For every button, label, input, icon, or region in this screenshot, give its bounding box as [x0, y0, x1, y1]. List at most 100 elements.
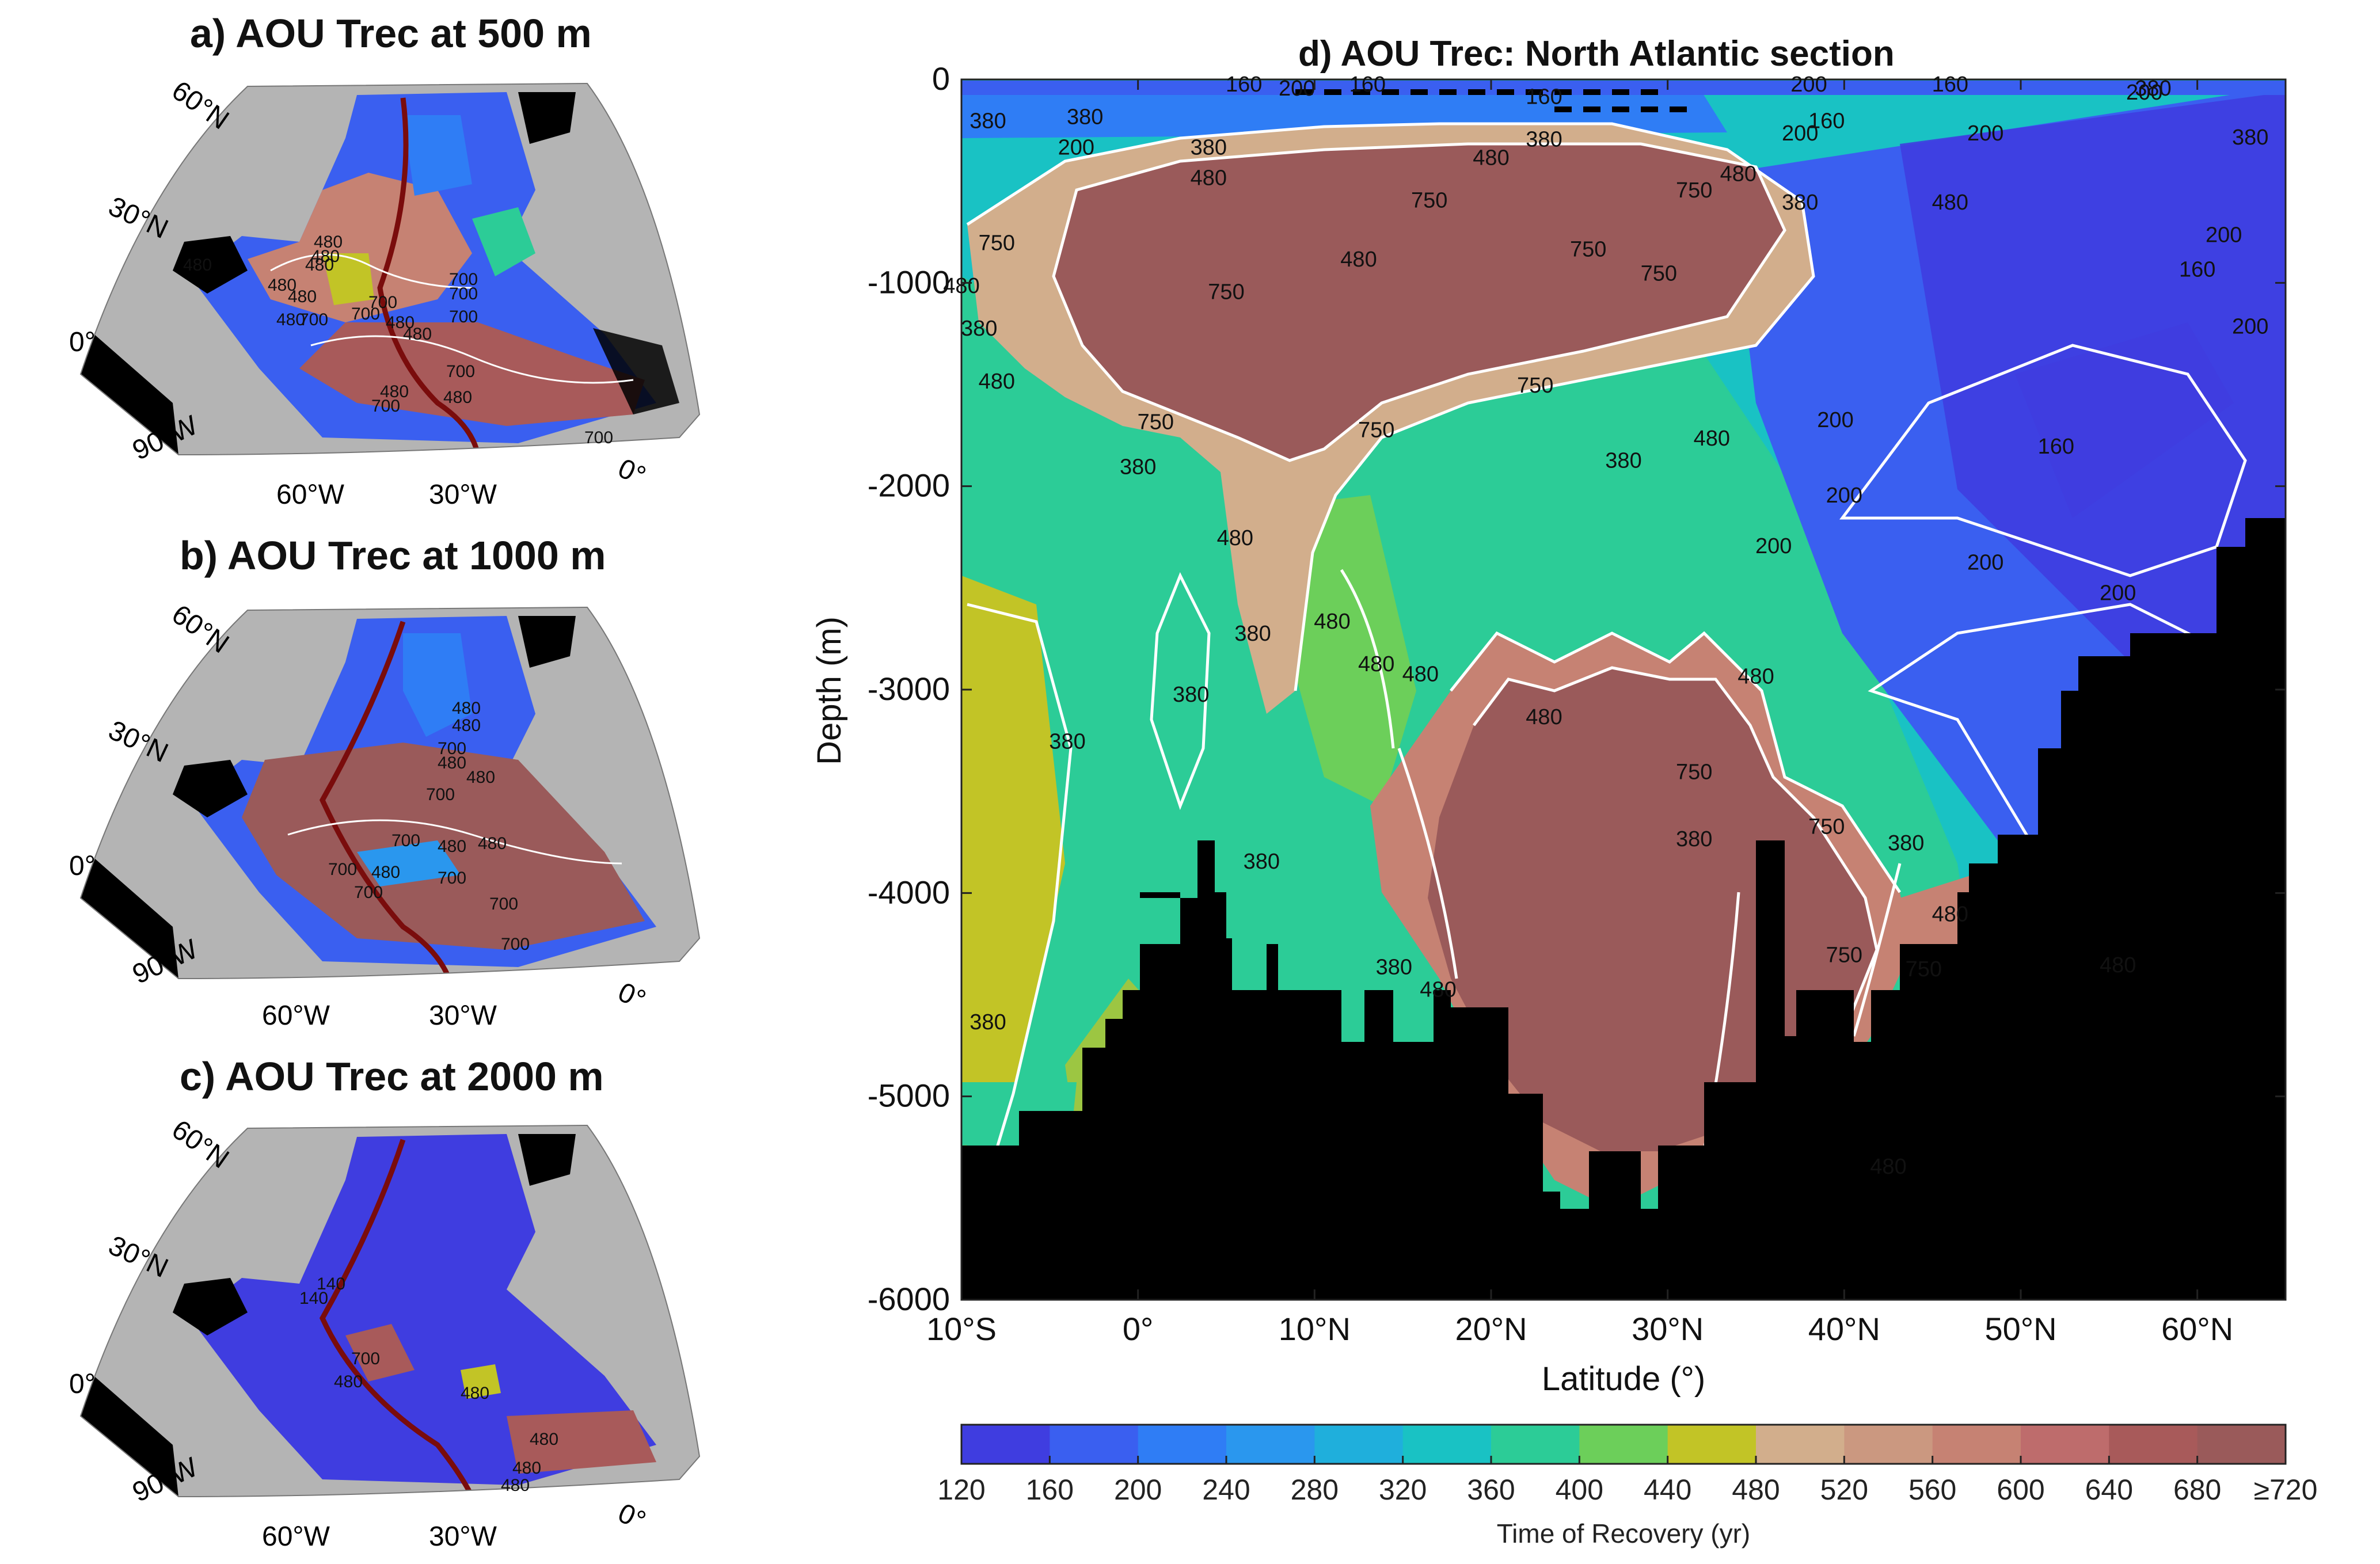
contour-label: 750	[1641, 262, 1677, 286]
contour-label: 200	[2100, 581, 2136, 605]
contour-label: 200	[1790, 73, 1827, 97]
contour-label: 480	[1473, 146, 1509, 170]
x-tick-label: 30°N	[1632, 1311, 1704, 1347]
panel-a-lon-60w: 60°W	[276, 480, 345, 510]
colorbar-tick-label: 200	[1114, 1474, 1162, 1506]
map-contour-label: 700	[449, 270, 478, 289]
contour-label: 750	[1570, 237, 1606, 261]
map-contour-label: 480	[512, 1459, 541, 1478]
contour-label: 160	[1226, 73, 1262, 97]
y-tick-label: -2000	[868, 467, 950, 504]
map-contour-label: 480	[452, 716, 481, 735]
panel-d-title: d) AOU Trec: North Atlantic section	[1298, 34, 1895, 74]
map-contour-label: 480	[443, 388, 472, 407]
contour-label: 200	[1826, 484, 1862, 508]
map-contour-label: 480	[314, 233, 343, 252]
panel-a-lat-0: 0°	[69, 327, 96, 357]
contour-label: 750	[1358, 418, 1394, 443]
contour-label: 380	[1120, 455, 1156, 479]
map-contour-label: 700	[371, 397, 400, 416]
contour-label: 750	[1411, 188, 1447, 212]
contour-label: 200	[1058, 136, 1094, 160]
x-tick-label: 50°N	[1984, 1311, 2056, 1347]
contour-label: 480	[1420, 977, 1456, 1002]
contour-label: 200	[1782, 121, 1818, 146]
contour-label: 750	[1208, 280, 1244, 304]
colorbar-swatch	[2197, 1425, 2286, 1464]
section-contours	[966, 122, 2247, 1209]
map-contour-label: 480	[466, 768, 495, 787]
map-contour-label: 700	[449, 307, 478, 326]
contour-label: 750	[1906, 957, 1942, 981]
map-contour-label: 480	[386, 313, 415, 332]
colorbar-swatch	[1050, 1425, 1139, 1464]
panel-c-lon-60w: 60°W	[262, 1521, 330, 1552]
map-panel-b	[81, 607, 699, 979]
contour-label: 380	[1244, 850, 1280, 874]
y-tick-label: -1000	[868, 264, 950, 300]
x-tick-label: 40°N	[1808, 1311, 1880, 1347]
colorbar-tick-label: 680	[2173, 1474, 2221, 1506]
contour-label: 380	[1376, 956, 1412, 980]
map-contour-label: 480	[478, 834, 507, 853]
map-contour-label: 700	[368, 293, 397, 312]
contour-label: 380	[1526, 127, 1562, 151]
contour-label: 160	[2038, 435, 2074, 459]
contour-label: 380	[1234, 622, 1271, 646]
colorbar-swatch	[1844, 1425, 1933, 1464]
contour-label: 380	[970, 109, 1006, 134]
contour-label: 380	[2232, 125, 2268, 150]
y-axis-ticks: 0 -1000 -2000 -3000 -4000 -5000 -6000	[868, 60, 2286, 1317]
panel-c-lat-0: 0°	[69, 1369, 96, 1399]
map-contour-label: 140	[299, 1289, 328, 1308]
contour-label: 200	[1967, 121, 2003, 146]
colorbar-swatch	[1932, 1425, 2021, 1464]
map-contour-label: 480	[334, 1372, 363, 1391]
panel-b-lon-30w: 30°W	[429, 1000, 497, 1031]
colorbar-tick-label: 120	[937, 1474, 985, 1506]
contour-label: 200	[1967, 550, 2003, 574]
map-contour-label: 480	[380, 382, 409, 401]
map-contour-label: 480	[403, 325, 432, 344]
map-contour-label: 480	[305, 256, 334, 275]
contour-label: 160	[1349, 73, 1386, 97]
map-contour-label: 140	[317, 1274, 345, 1293]
contour-label: 480	[1314, 610, 1350, 634]
map-contour-label: 480	[530, 1430, 558, 1449]
map-contour-label: 480	[461, 1384, 489, 1403]
contour-label: 200	[1279, 77, 1315, 101]
contour-label: 200	[2206, 223, 2242, 248]
colorbar-tick-label: ≥720	[2254, 1474, 2318, 1506]
colorbar-swatch	[1138, 1425, 1227, 1464]
contour-label: 380	[1067, 105, 1103, 130]
panel-b-lon-60w: 60°W	[262, 1000, 330, 1031]
x-tick-label: 10°S	[926, 1311, 997, 1347]
map-contour-label: 700	[584, 428, 613, 447]
contour-label: 200	[1755, 534, 1792, 558]
contour-label: 480	[943, 274, 979, 298]
colorbar-swatch	[1491, 1425, 1580, 1464]
colorbar-tick-label: 480	[1732, 1474, 1780, 1506]
contour-label: 380	[1605, 449, 1641, 473]
x-axis-ticks: 10°S 0° 10°N 20°N 30°N 40°N 50°N 60°N	[926, 79, 2233, 1347]
y-tick-label: -3000	[868, 671, 950, 707]
map-contour-label: 700	[351, 305, 380, 324]
contour-label: 160	[1808, 109, 1845, 134]
colorbar-tick-label: 240	[1202, 1474, 1250, 1506]
map-contour-label: 480	[452, 699, 481, 718]
x-axis-label: Latitude (°)	[1542, 1360, 1705, 1398]
map-contour-label: 700	[501, 935, 530, 954]
map-contour-label: 700	[446, 362, 475, 381]
panel-c-title: c) AOU Trec at 2000 m	[180, 1054, 604, 1099]
map-contour-label: 480	[371, 863, 400, 882]
map-contour-label: 700	[391, 831, 420, 850]
map-contour-label: 480	[438, 754, 466, 773]
contour-label: 750	[1517, 374, 1553, 398]
colorbar-tick-label: 520	[1820, 1474, 1868, 1506]
map-contour-label: 480	[276, 310, 305, 329]
colorbar-swatch	[1402, 1425, 1492, 1464]
contour-label: 380	[1888, 831, 1924, 855]
